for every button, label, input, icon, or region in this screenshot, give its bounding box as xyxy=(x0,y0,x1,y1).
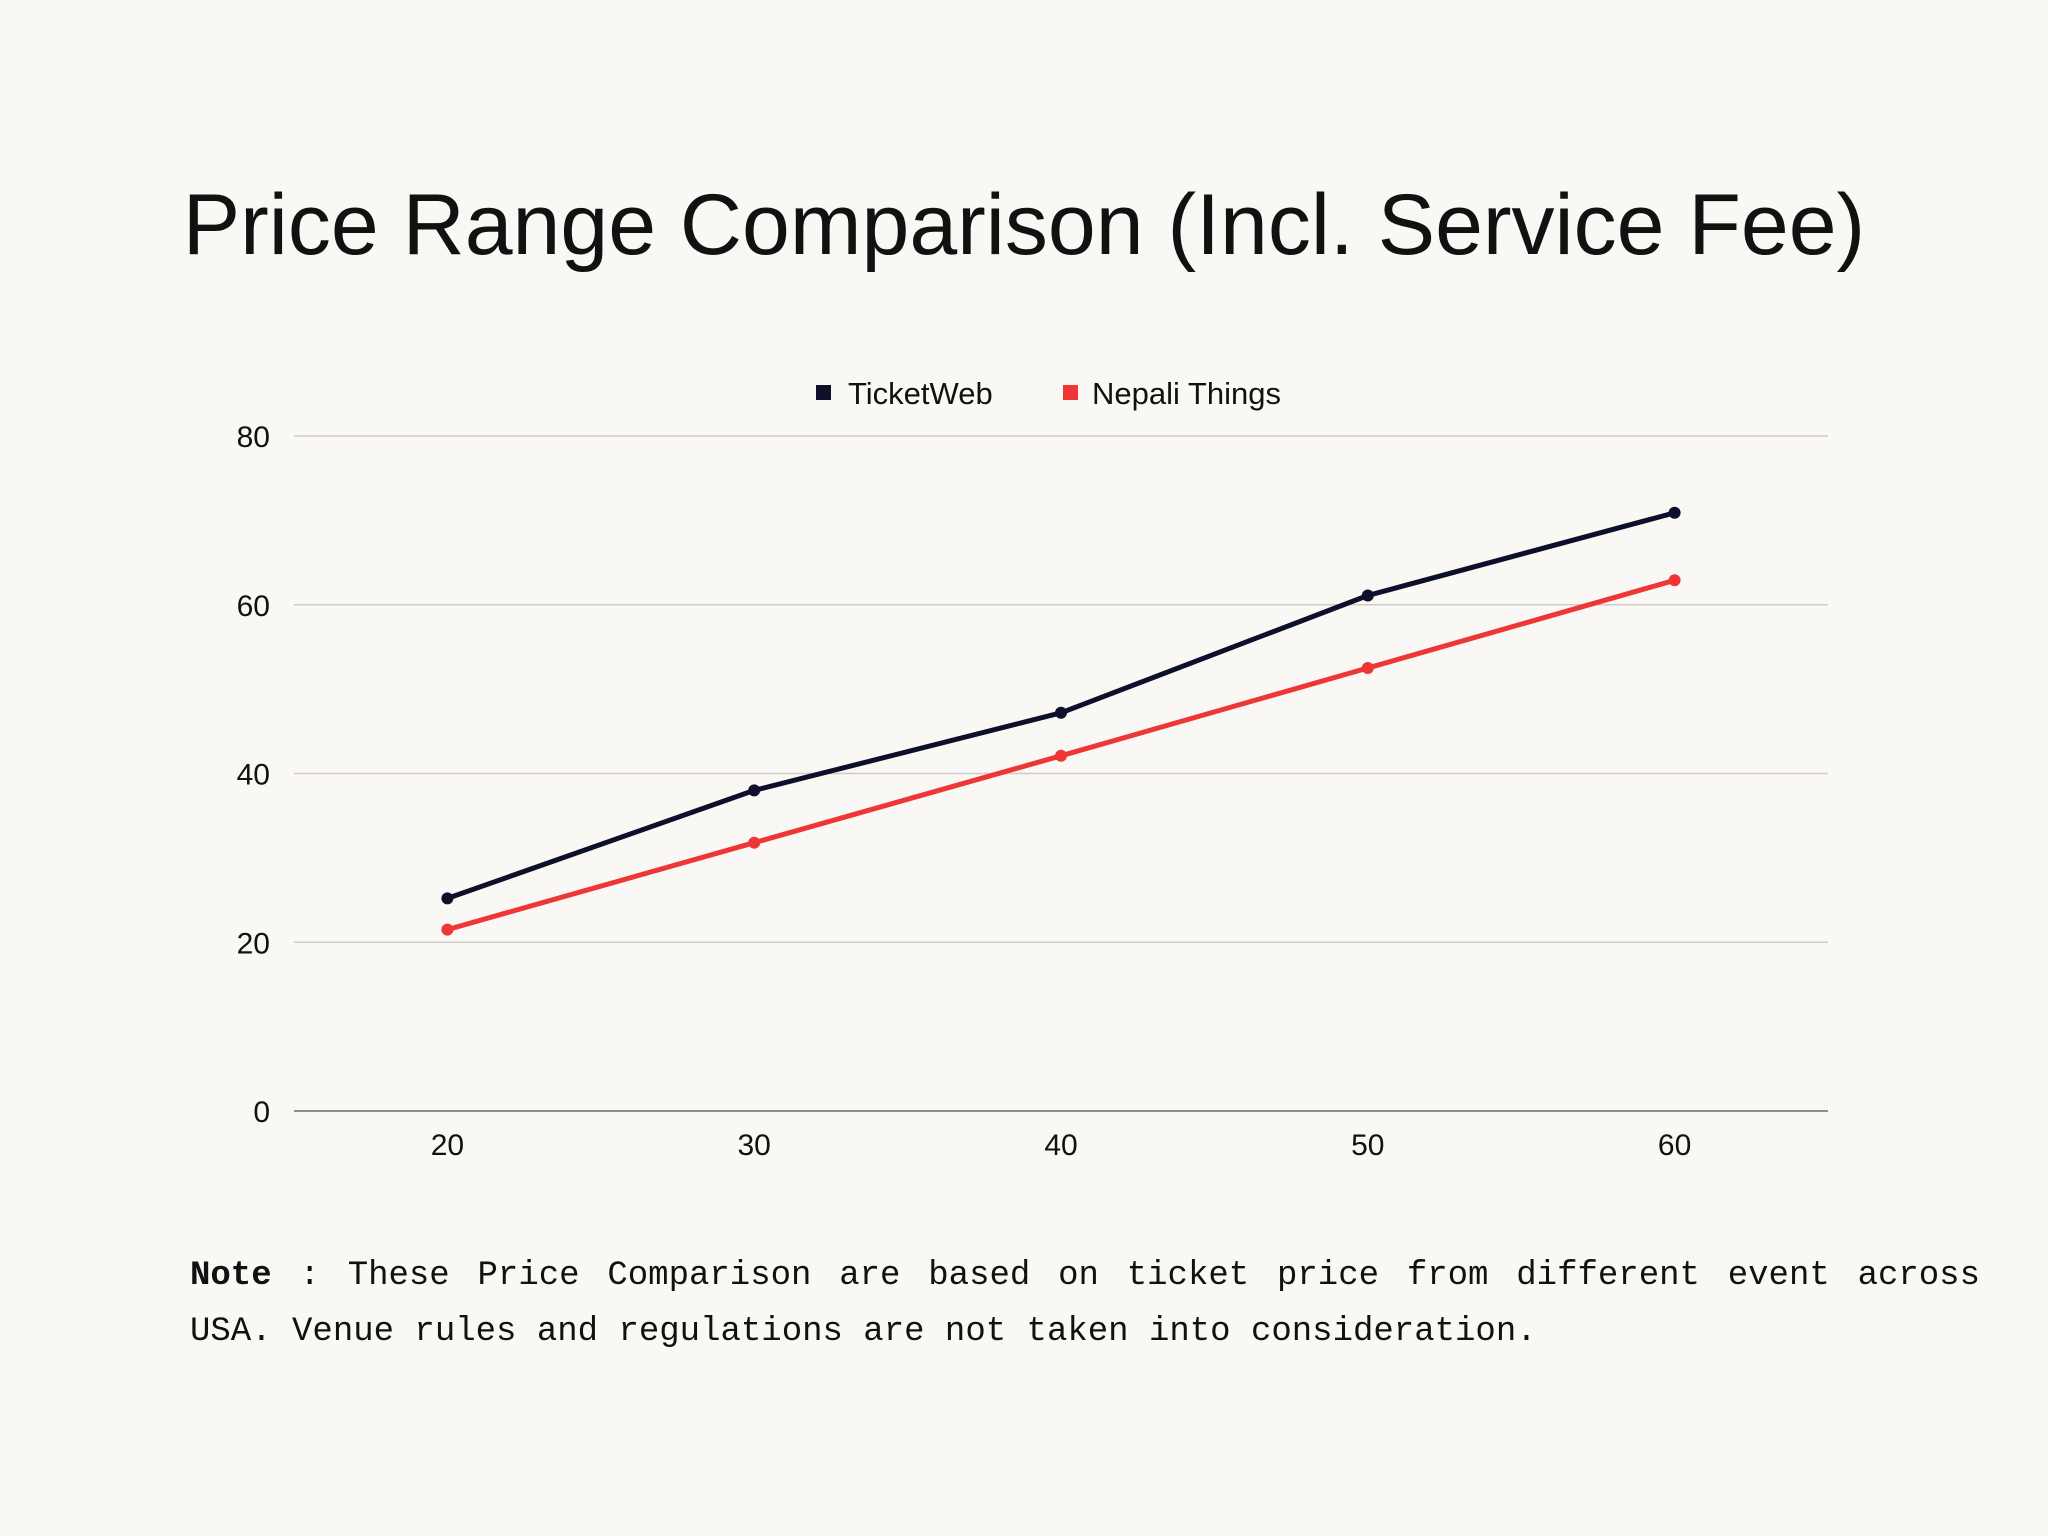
data-point xyxy=(441,923,454,936)
data-point xyxy=(1668,574,1681,587)
y-tick-label: 40 xyxy=(237,759,270,792)
y-tick-label: 0 xyxy=(253,1096,270,1129)
data-point xyxy=(1361,589,1374,602)
y-tick-label: 80 xyxy=(237,421,270,454)
x-tick-label: 20 xyxy=(431,1129,464,1162)
data-point xyxy=(1361,662,1374,675)
x-tick-label: 50 xyxy=(1351,1129,1384,1162)
note-separator: : xyxy=(271,1257,348,1295)
grid-lines xyxy=(294,435,1828,943)
legend: TicketWeb Nepali Things xyxy=(816,376,1281,411)
x-tick-label: 40 xyxy=(1044,1129,1077,1162)
series-lines xyxy=(441,506,1681,936)
y-tick-label: 60 xyxy=(237,590,270,623)
y-tick-label: 20 xyxy=(237,927,270,960)
x-tick-label: 60 xyxy=(1658,1129,1691,1162)
legend-label: Nepali Things xyxy=(1092,376,1281,411)
data-point xyxy=(1668,506,1681,519)
data-point xyxy=(1055,706,1067,719)
chart-title: Price Range Comparison (Incl. Service Fe… xyxy=(182,177,1866,273)
legend-label: TicketWeb xyxy=(848,376,993,411)
axes: 0 20 40 60 80 20 30 40 50 60 xyxy=(237,421,1828,1162)
legend-swatch xyxy=(1063,385,1078,400)
data-point xyxy=(441,892,454,905)
data-point xyxy=(748,784,761,797)
data-point xyxy=(1055,749,1067,762)
footnote: Note : These Price Comparison are based … xyxy=(190,1248,1980,1360)
note-label: Note xyxy=(190,1257,272,1295)
note-text: These Price Comparison are based on tick… xyxy=(190,1257,1980,1351)
x-tick-label: 30 xyxy=(738,1129,771,1162)
data-point xyxy=(748,836,761,849)
legend-swatch xyxy=(816,385,831,400)
series-line xyxy=(444,510,1678,901)
